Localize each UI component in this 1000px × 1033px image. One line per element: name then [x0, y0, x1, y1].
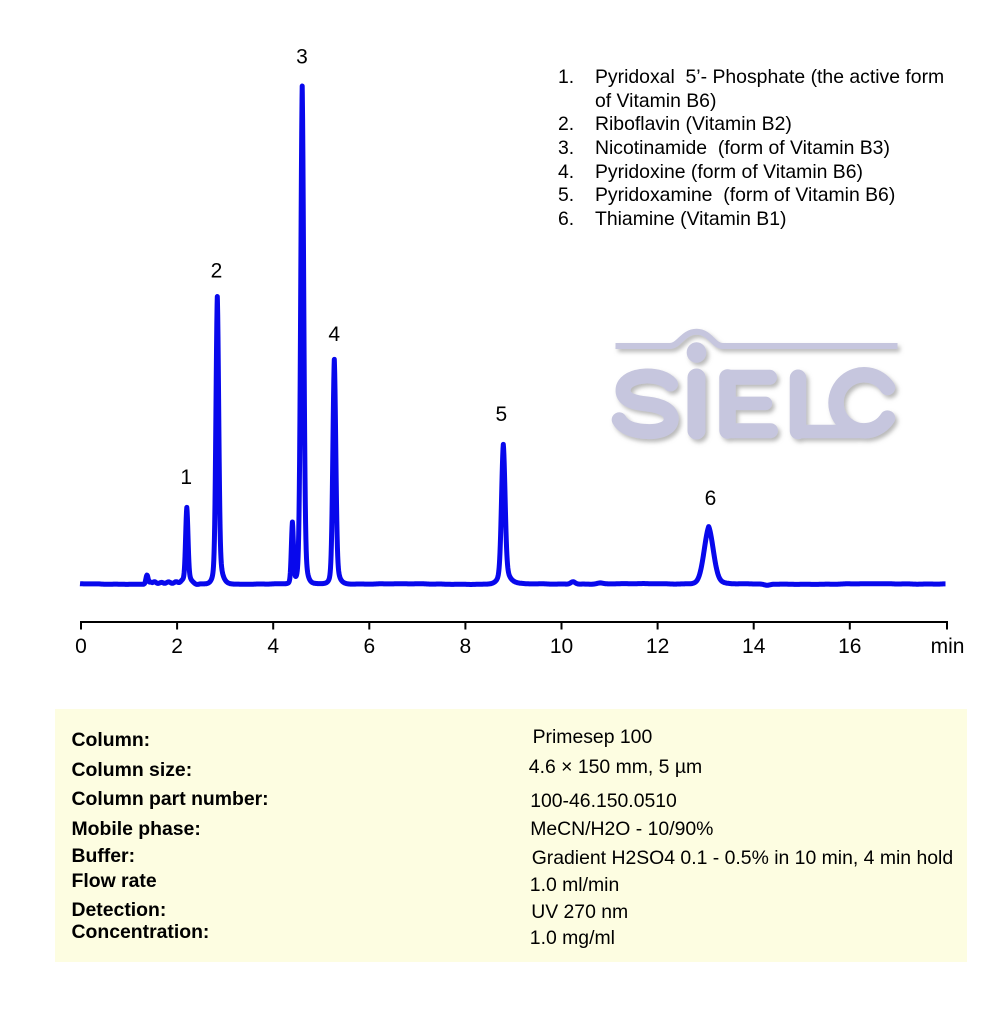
- svg-text:14: 14: [742, 635, 766, 658]
- svg-text:10: 10: [550, 635, 573, 658]
- svg-text:4: 4: [328, 323, 340, 346]
- svg-text:12: 12: [646, 635, 669, 658]
- svg-text:0: 0: [75, 635, 87, 658]
- svg-text:4: 4: [267, 635, 279, 658]
- svg-text:2: 2: [171, 635, 183, 658]
- svg-text:3: 3: [296, 46, 308, 69]
- svg-text:8: 8: [460, 635, 472, 658]
- svg-text:16: 16: [838, 635, 861, 658]
- svg-text:2: 2: [211, 259, 223, 282]
- svg-text:1: 1: [180, 466, 192, 489]
- svg-text:6: 6: [363, 635, 375, 658]
- svg-text:5: 5: [495, 403, 507, 426]
- svg-text:min: min: [931, 635, 965, 658]
- svg-text:6: 6: [705, 487, 717, 510]
